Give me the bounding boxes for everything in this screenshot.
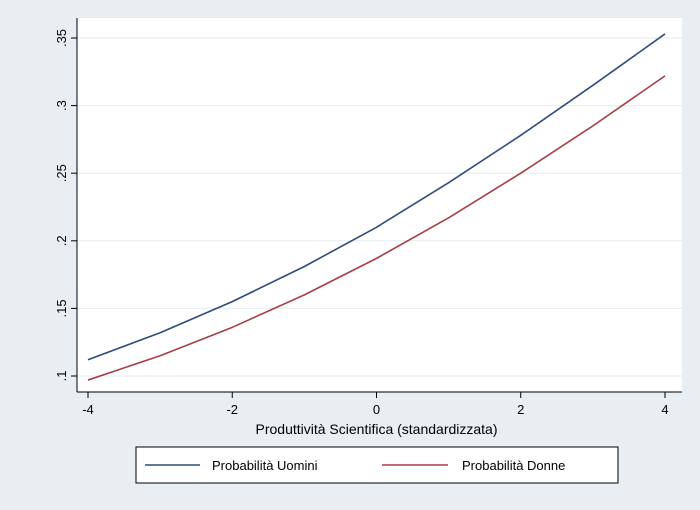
legend-box xyxy=(135,446,619,484)
series-lines xyxy=(87,33,666,381)
series-line-men xyxy=(87,33,666,361)
legend: Probabilità Uomini Probabilità Donne xyxy=(135,446,619,484)
y-tick-label: .25 xyxy=(54,164,69,182)
y-tick-label: .1 xyxy=(54,371,69,382)
y-tick-label: .35 xyxy=(54,29,69,47)
grid-lines xyxy=(77,37,682,377)
x-tick-label: 2 xyxy=(517,402,524,417)
legend-label-women: Probabilità Donne xyxy=(462,458,565,473)
x-tick-label: -2 xyxy=(226,402,238,417)
x-tick-label: -4 xyxy=(82,402,94,417)
series-line-women xyxy=(87,75,666,381)
x-axis-title: Produttività Scientifica (standardizzata… xyxy=(256,421,498,437)
legend-label-men: Probabilità Uomini xyxy=(212,458,318,473)
y-tick-label: .3 xyxy=(54,100,69,111)
x-tick-label: 0 xyxy=(373,402,380,417)
axes: .1 .15 .2 .25 .3 .35 -4 -2 0 2 4 xyxy=(54,18,682,417)
plot-area xyxy=(77,18,682,392)
y-tick-label: .2 xyxy=(54,235,69,246)
y-tick-label: .15 xyxy=(54,299,69,317)
x-tick-label: 4 xyxy=(661,402,668,417)
